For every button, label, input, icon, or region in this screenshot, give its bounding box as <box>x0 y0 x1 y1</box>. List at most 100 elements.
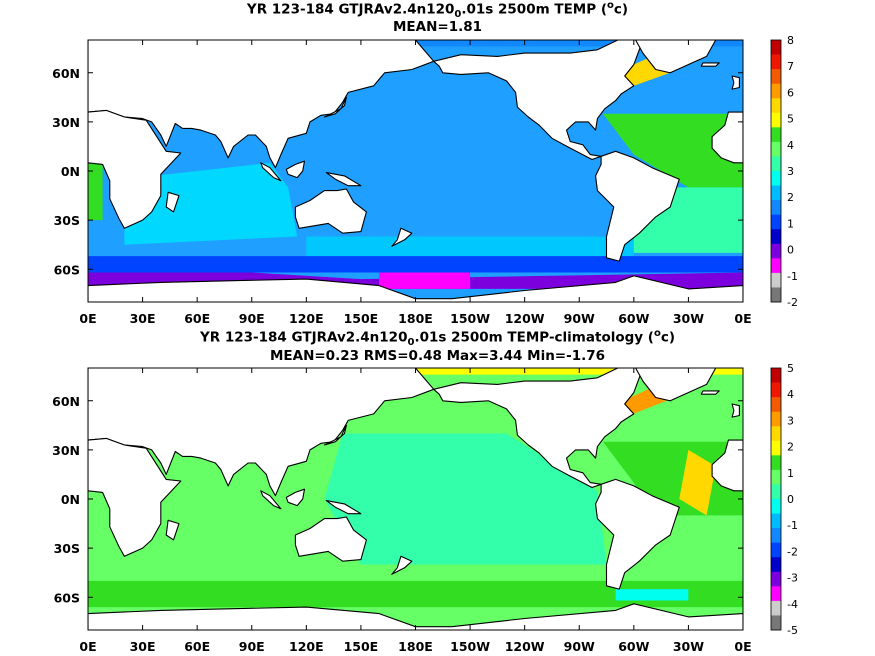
y-tick-label: 60N <box>52 66 80 81</box>
colorbar-1: 8 7 6 5 4 3 2 1 0 -1 -2 <box>770 34 798 309</box>
land-eurasia <box>88 368 435 497</box>
indian-anomaly <box>142 507 298 573</box>
colorbar-label: 1 <box>787 217 794 230</box>
colorbar-swatch <box>771 382 781 398</box>
colorbar-swatch <box>771 141 781 157</box>
land-antarctica <box>88 275 743 302</box>
colorbar-label: 2 <box>787 191 794 204</box>
colorbar-swatch <box>771 98 781 114</box>
colorbar-label: 6 <box>787 86 794 99</box>
colorbar-swatch <box>771 542 781 558</box>
colorbar-swatch <box>771 229 781 245</box>
x-tick-label: 90E <box>239 311 265 326</box>
x-tick-label: 90E <box>239 639 265 654</box>
colorbar-swatch <box>771 426 781 442</box>
x-tick-label: 150E <box>344 311 379 326</box>
x-tick-label: 30E <box>130 311 156 326</box>
land-borneo <box>285 160 306 179</box>
colorbar-label: -1 <box>787 270 798 283</box>
land-africaW <box>88 437 182 557</box>
land-namerica <box>433 40 644 161</box>
land-australia <box>294 188 367 234</box>
panel2-title-sup: o <box>653 328 661 339</box>
land-borneo <box>285 488 306 507</box>
x-tick-label: 120E <box>289 311 324 326</box>
x-tick-label: 30E <box>130 639 156 654</box>
colorbar-label: 0 <box>787 493 794 506</box>
land-newzealand <box>391 227 413 247</box>
y-tick-label: 60S <box>54 262 80 277</box>
colorbar-swatch <box>771 40 781 55</box>
x-tick-label: 0E <box>734 311 751 326</box>
ross-sea-zone <box>379 272 471 289</box>
x-tick-label: 60E <box>184 639 210 654</box>
colorbar-label: -1 <box>787 519 798 532</box>
colorbar-label: 3 <box>787 165 794 178</box>
y-tick-label: 0N <box>61 492 80 507</box>
x-tick-label: 30W <box>673 311 704 326</box>
land-japan <box>323 424 347 446</box>
panel2-title-tail: .01s 2500m TEMP-climatology ( <box>414 329 654 346</box>
colorbar-swatch <box>771 600 781 616</box>
south-pacific-band <box>306 236 634 257</box>
colorbar-swatch <box>771 571 781 587</box>
land-uk <box>731 403 740 418</box>
colorbar-swatch <box>771 112 781 128</box>
panel1-title-sub: 0 <box>454 9 462 21</box>
land-greenland <box>635 40 717 74</box>
y-tick-label: 30N <box>52 115 80 130</box>
x-tick-label: 60W <box>618 311 649 326</box>
colorbar-swatch <box>771 83 781 99</box>
land-sumatra <box>260 162 282 182</box>
land-eurasia <box>88 40 435 169</box>
x-tick-label: 0E <box>79 639 96 654</box>
x-tick-label: 90W <box>564 311 595 326</box>
x-tick-label: 60E <box>184 311 210 326</box>
panel1-title-unit: c) <box>613 1 629 18</box>
colorbar-label: 0 <box>787 244 794 257</box>
colorbar-swatch <box>771 258 781 274</box>
colorbar-label: 2 <box>787 441 794 454</box>
colorbar-swatch <box>771 440 781 456</box>
panel2-title-sub: 0 <box>407 337 415 349</box>
land-greenland <box>635 368 717 402</box>
land-samerica <box>595 150 680 262</box>
land-africaE <box>711 111 743 164</box>
colorbar-swatch <box>771 272 781 288</box>
y-tick-label: 30S <box>54 213 80 228</box>
land-madagascar <box>165 519 180 541</box>
land-antarctica <box>88 603 743 630</box>
land-newguinea <box>325 172 362 187</box>
panel1-title: YR 123-184 GTJRAv2.4n1200.01s 2500m TEMP… <box>0 0 875 23</box>
colorbar-swatch <box>771 243 781 259</box>
land-africaE <box>711 439 743 492</box>
colorbar-2: 5 4 3 2 1 0 -1 -2 -3 -4 -5 <box>770 362 798 637</box>
x-tick-label: 180E <box>398 311 433 326</box>
x-tick-label: 120E <box>289 639 324 654</box>
y-tick-label: 0N <box>61 164 80 179</box>
panel1-title-main: YR 123-184 GTJRAv2.4n120 <box>246 1 455 18</box>
southern-ocean-band <box>88 256 743 273</box>
panel-1-map: 0E 30E 60E 90E 120E 150E 180E 150W 120W 90W 60W 30W… <box>52 39 752 326</box>
colorbar-label: 7 <box>787 60 794 73</box>
colorbar-label: -5 <box>787 624 798 637</box>
x-tick-label: 180E <box>398 639 433 654</box>
colorbar-label: -3 <box>787 572 798 585</box>
colorbar-swatch <box>771 171 781 186</box>
land-australia <box>294 516 367 562</box>
colorbar-swatch <box>771 484 781 500</box>
colorbar-swatch <box>771 528 781 544</box>
colorbar-label: 3 <box>787 414 794 427</box>
land-newzealand <box>391 555 413 575</box>
colorbar-label: 1 <box>787 467 794 480</box>
colorbar-label: 4 <box>787 139 794 152</box>
x-tick-label: 150W <box>450 311 490 326</box>
panel1-title-sup: o <box>607 0 614 11</box>
colorbar-swatch <box>771 185 781 201</box>
panel2-title-unit: c) <box>660 329 676 346</box>
colorbar-label: 4 <box>787 388 794 401</box>
land-africaW <box>88 109 182 229</box>
x-tick-label: 30W <box>673 639 704 654</box>
north-atlantic-zone <box>602 113 743 188</box>
